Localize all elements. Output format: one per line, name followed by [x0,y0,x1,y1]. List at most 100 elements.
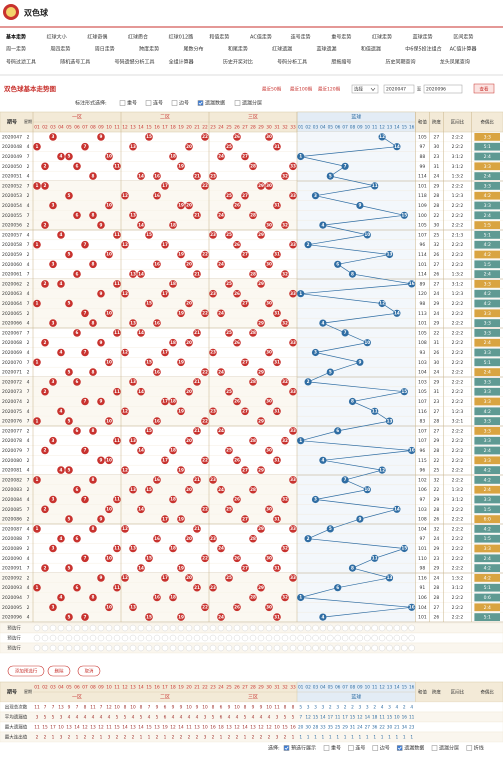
preselect-slot[interactable] [341,644,349,652]
nav-link[interactable]: 周四走势 [50,46,70,53]
preselect-slot[interactable] [408,644,415,652]
from-input[interactable] [383,84,415,94]
preselect-slot[interactable] [349,634,356,642]
preselect-slot[interactable] [201,634,209,642]
preselect-slot[interactable] [408,624,415,632]
nav-link[interactable]: 和尾走势 [228,46,248,53]
preselect-slot[interactable] [185,634,193,642]
nav-link[interactable]: 红球质合 [128,34,148,41]
nav-link[interactable]: 红球遗漏 [272,46,292,53]
preselect-slot[interactable] [265,634,273,642]
preselect-slot[interactable] [113,634,121,642]
preselect-slot[interactable] [241,634,249,642]
toolbar-option[interactable]: 遗漏分层 [242,100,262,107]
view-button[interactable] [473,83,495,94]
preselect-slot[interactable] [371,634,378,642]
preselect-slot[interactable] [65,644,73,652]
preselect-slot[interactable] [153,624,161,632]
preselect-slot[interactable] [341,634,349,642]
preselect-slot[interactable] [89,644,97,652]
preselect-slot[interactable] [65,624,73,632]
preselect-slot[interactable] [273,624,281,632]
preselect-slot[interactable] [312,644,319,652]
footer-checkbox[interactable] [372,745,379,751]
preselect-slot[interactable] [193,634,201,642]
preselect-slot[interactable] [304,624,312,632]
preselect-slot[interactable] [408,634,415,642]
footer-option[interactable]: 預选行展示 [291,745,316,752]
nav-link[interactable]: 基本走势 [5,34,26,41]
preselect-slot[interactable] [105,624,113,632]
preselect-slot[interactable] [393,644,401,652]
preselect-slot[interactable] [209,634,217,642]
preselect-slot[interactable] [401,624,408,632]
footer-checkbox[interactable] [348,745,354,751]
footer-checkbox[interactable] [466,745,473,751]
preselect-slot[interactable] [89,634,97,642]
preselect-slot[interactable] [41,644,49,652]
nav-link[interactable]: 中6保5投注组合 [405,46,441,53]
preselect-slot[interactable] [201,644,209,652]
preselect-slot[interactable] [137,634,145,642]
toolbar-checkbox[interactable] [145,100,152,106]
action-button-label[interactable]: 添加预选行 [15,668,38,675]
preselect-slot[interactable] [273,634,281,642]
preselect-slot[interactable] [273,644,281,652]
action-button-label[interactable]: 取消 [85,668,94,675]
nav-link[interactable]: 尾数分布 [183,46,203,53]
preselect-slot[interactable] [393,624,401,632]
preselect-slot[interactable] [233,624,241,632]
toolbar-option[interactable]: 遗漏数据 [205,100,225,107]
preselect-slot[interactable] [145,634,153,642]
preselect-slot[interactable] [281,644,289,652]
preselect-slot[interactable] [97,624,105,632]
preselect-slot[interactable] [364,644,371,652]
preselect-slot[interactable] [386,624,393,632]
preselect-slot[interactable] [217,634,225,642]
preselect-slot[interactable] [73,634,81,642]
preselect-slot[interactable] [249,634,257,642]
preselect-slot[interactable] [185,624,193,632]
preselect-slot[interactable] [73,624,81,632]
preselect-slot[interactable] [81,634,89,642]
preselect-slot[interactable] [319,624,327,632]
preselect-slot[interactable] [349,624,356,632]
preselect-slot[interactable] [177,644,185,652]
nav-link[interactable]: AC值走势 [250,34,272,41]
preselect-slot[interactable] [33,624,41,632]
nav-link[interactable]: 区间走势 [453,34,473,41]
preselect-slot[interactable] [225,634,233,642]
preselect-slot[interactable] [225,624,233,632]
preselect-slot[interactable] [129,624,137,632]
preselect-slot[interactable] [356,644,364,652]
preselect-slot[interactable] [319,644,327,652]
preselect-slot[interactable] [161,624,169,632]
preselect-slot[interactable] [49,634,57,642]
footer-checkbox[interactable] [323,745,330,751]
preselect-slot[interactable] [312,634,319,642]
footer-option[interactable]: 遗漏数据 [404,745,424,752]
footer-option[interactable]: 重号 [331,745,341,752]
preselect-slot[interactable] [265,624,273,632]
preselect-slot[interactable] [113,624,121,632]
nav-link[interactable]: 红球大小 [47,34,67,41]
nav-link[interactable]: 连号走势 [291,34,311,41]
preselect-slot[interactable] [97,644,105,652]
preselect-slot[interactable] [193,624,201,632]
preselect-slot[interactable] [41,634,49,642]
preselect-slot[interactable] [105,634,113,642]
preselect-slot[interactable] [233,634,241,642]
preselect-slot[interactable] [225,644,233,652]
to-value[interactable]: 2020096 [426,87,446,93]
preselect-slot[interactable] [185,644,193,652]
nav-link[interactable]: 重号走势 [331,34,351,41]
action-button-label[interactable]: 删除 [55,668,64,675]
nav-link[interactable]: 蓝球遗漏 [317,46,337,53]
preselect-slot[interactable] [289,624,297,632]
footer-checkbox[interactable] [283,745,290,751]
nav-link[interactable]: 红球走势 [372,34,392,41]
nav-link[interactable]: 和值走势 [209,34,229,41]
from-value[interactable]: 2020047 [386,87,406,93]
preselect-slot[interactable] [371,624,378,632]
preselect-slot[interactable] [257,634,265,642]
